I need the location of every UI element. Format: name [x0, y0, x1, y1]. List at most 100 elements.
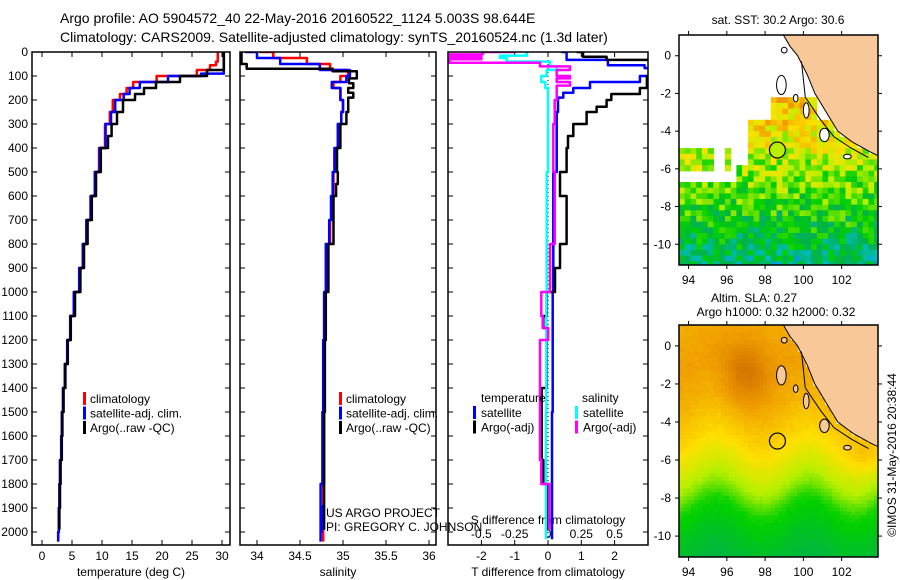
- sst-cell: [679, 182, 686, 189]
- sla-cell: [744, 366, 749, 372]
- sla-cell: [820, 519, 825, 524]
- sst-cell: [793, 210, 801, 217]
- sst-cell: [696, 261, 703, 265]
- sst-cell: [684, 159, 691, 166]
- sst-cell: [788, 193, 795, 200]
- sla-cell: [686, 545, 692, 550]
- sla-cell: [782, 401, 787, 406]
- sst-cell: [811, 97, 818, 104]
- sst-cell: [845, 261, 852, 265]
- sla-cell: [832, 435, 837, 440]
- sla-cell: [855, 534, 860, 539]
- sla-cell: [866, 469, 871, 474]
- sla-cell: [839, 465, 845, 471]
- sla-cell: [855, 446, 860, 452]
- sst-cell: [805, 210, 812, 217]
- sst-cell: [747, 238, 755, 245]
- sla-cell: [702, 401, 707, 406]
- sla-cell: [759, 336, 764, 341]
- sst-cell: [805, 227, 812, 234]
- sst-cell: [765, 125, 772, 132]
- sla-cell: [797, 412, 802, 417]
- sla-cell: [690, 378, 695, 383]
- sla-cell: [698, 355, 703, 360]
- sst-cell: [684, 193, 691, 200]
- sla-cell: [862, 465, 868, 471]
- sst-cell: [822, 261, 829, 265]
- sla-cell: [705, 503, 711, 509]
- sla-cell: [721, 454, 726, 459]
- sla-cell: [705, 397, 711, 402]
- sst-cell: [834, 255, 841, 262]
- sla-cell: [682, 439, 688, 444]
- sla-cell: [759, 359, 764, 364]
- sst-cell: [679, 227, 686, 234]
- sla-cell: [759, 347, 764, 353]
- sla-cell: [732, 401, 737, 406]
- sla-cell: [759, 370, 764, 375]
- sst-cell: [724, 210, 732, 217]
- sst-cell: [816, 119, 824, 127]
- sla-cell: [690, 393, 695, 398]
- sla-cell: [747, 549, 753, 554]
- sla-cell: [686, 439, 692, 444]
- sla-cell: [751, 420, 757, 425]
- map-x-tick-label: 94: [682, 565, 696, 579]
- sla-cell: [717, 336, 722, 341]
- sla-cell: [839, 484, 845, 490]
- sla-cell: [724, 484, 730, 490]
- sla-cell: [790, 423, 795, 429]
- sla-cell: [858, 511, 864, 516]
- sst-cell: [702, 148, 709, 155]
- sst-cell: [770, 187, 778, 194]
- sla-cell: [774, 439, 780, 444]
- sla-cell: [835, 484, 841, 490]
- sst-cell: [707, 199, 714, 206]
- sla-cell: [740, 332, 745, 337]
- sla-cell: [790, 385, 795, 391]
- sst-cell: [696, 153, 703, 161]
- sla-cell: [732, 385, 737, 391]
- sst-cell: [696, 249, 703, 257]
- sla-cell: [851, 492, 856, 497]
- sla-cell: [717, 420, 722, 425]
- sla-cell: [839, 492, 845, 497]
- sla-cell: [713, 340, 718, 345]
- sla-cell: [774, 469, 780, 474]
- sla-cell: [755, 397, 760, 402]
- sst-cell: [753, 159, 760, 166]
- sla-cell: [747, 522, 753, 528]
- sla-cell: [809, 480, 814, 486]
- sla-cell: [824, 549, 829, 554]
- sst-cell: [834, 165, 841, 172]
- sla-cell: [786, 416, 791, 421]
- sla-cell: [805, 450, 810, 455]
- sla-cell: [679, 336, 684, 341]
- sla-cell: [790, 416, 795, 421]
- sla-cell: [686, 534, 692, 539]
- sla-cell: [679, 423, 684, 429]
- sla-cell: [732, 355, 737, 360]
- sla-cell: [770, 526, 776, 531]
- sst-cell: [788, 227, 795, 234]
- sla-cell: [828, 439, 833, 444]
- sla-cell: [774, 442, 780, 448]
- sla-cell: [790, 477, 795, 482]
- sla-cell: [705, 431, 711, 436]
- sla-cell: [682, 538, 688, 543]
- sla-cell: [770, 541, 776, 547]
- map-x-tick-label: 100: [793, 273, 813, 287]
- sla-cell: [832, 530, 837, 535]
- sla-cell: [835, 522, 841, 528]
- sla-cell: [724, 549, 730, 554]
- sla-cell: [839, 442, 845, 448]
- x-tick-label: 20: [155, 549, 169, 563]
- sla-cell: [705, 385, 711, 391]
- sla-cell: [694, 507, 699, 512]
- sla-cell: [763, 408, 768, 414]
- sst-cell: [828, 216, 835, 223]
- sla-cell: [767, 374, 772, 379]
- sla-cell: [744, 351, 749, 356]
- sla-cell: [732, 473, 737, 478]
- sla-cell: [694, 401, 699, 406]
